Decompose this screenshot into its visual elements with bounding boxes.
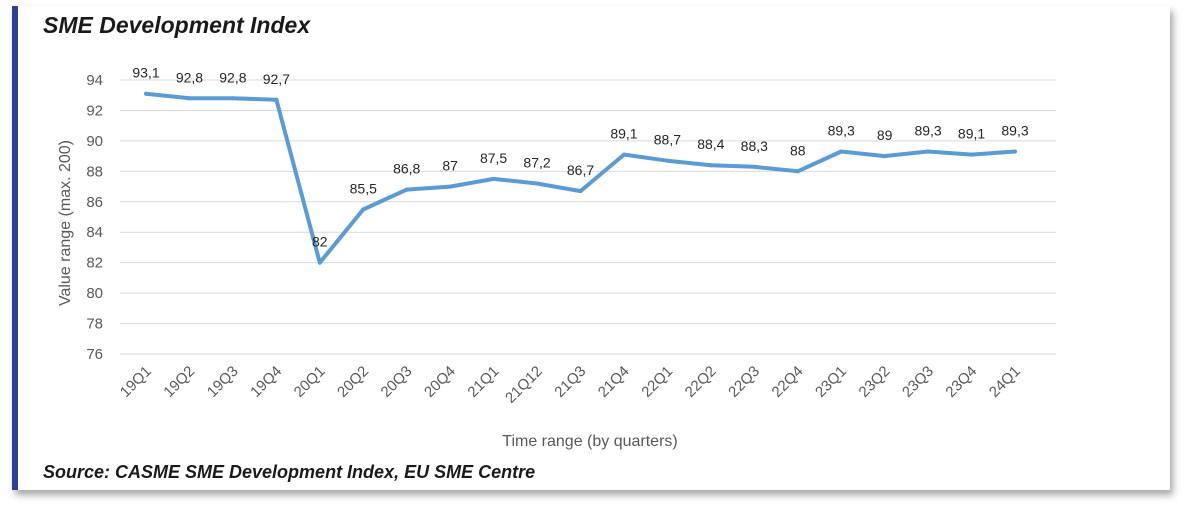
x-tick-label: 21Q1 (464, 363, 502, 401)
x-tick-label: 23Q1 (812, 363, 850, 401)
series-layer (144, 91, 1017, 265)
data-label: 89,3 (1001, 123, 1028, 139)
data-label: 86,7 (567, 162, 594, 178)
data-label: 87,2 (523, 155, 550, 171)
y-tick-label: 90 (86, 133, 103, 150)
data-label: 92,8 (219, 69, 246, 85)
data-point (361, 207, 366, 212)
y-tick-label: 92 (86, 102, 103, 119)
x-tick-label: 20Q2 (334, 363, 372, 401)
y-tick-label: 84 (86, 224, 103, 241)
data-point (491, 176, 496, 181)
data-label: 87 (442, 158, 458, 174)
data-label: 92,8 (176, 69, 203, 85)
data-label: 89,3 (828, 123, 855, 139)
data-label: 89,1 (958, 126, 985, 142)
data-point (144, 91, 148, 96)
x-tick-label: 23Q3 (899, 363, 937, 401)
series-line (144, 91, 1017, 265)
chart-title: SME Development Index (43, 12, 311, 38)
y-axis-title: Value range (max. 200) (57, 140, 74, 306)
data-label: 87,5 (480, 150, 507, 166)
data-label: 89,3 (914, 123, 941, 139)
data-point (708, 163, 713, 168)
x-tick-label: 21Q4 (595, 363, 633, 401)
data-point (274, 97, 279, 102)
data-point (665, 158, 670, 163)
x-tick-label: 22Q1 (638, 363, 676, 401)
x-tick-label: 20Q4 (421, 363, 459, 401)
accent-bar (12, 6, 18, 490)
data-point (230, 96, 235, 101)
x-tick-label: 22Q2 (682, 363, 720, 401)
y-tick-label: 76 (86, 346, 103, 363)
x-tick-label: 21Q3 (551, 363, 589, 401)
x-tick-label: 21Q12 (502, 363, 546, 407)
y-tick-label: 82 (86, 255, 103, 272)
x-tick-label: 19Q1 (117, 363, 155, 401)
data-point (1013, 149, 1017, 154)
data-point (752, 164, 757, 169)
data-label: 88,4 (697, 136, 724, 152)
y-axis-ticks: 76 78 80 82 84 86 88 90 92 94 (86, 72, 103, 363)
x-tick-label: 22Q4 (769, 363, 807, 401)
x-axis-title: Time range (by quarters) (502, 433, 677, 450)
x-tick-label: 20Q1 (291, 363, 329, 401)
data-label: 88,3 (741, 138, 768, 154)
data-point (404, 187, 409, 192)
data-point (621, 152, 626, 157)
x-tick-label: 19Q2 (160, 363, 198, 401)
x-tick-label: 24Q1 (986, 363, 1024, 401)
data-point (317, 260, 322, 265)
y-tick-label: 86 (86, 194, 103, 211)
y-tick-label: 80 (86, 285, 103, 302)
data-point (795, 169, 800, 174)
x-tick-label: 20Q3 (378, 363, 416, 401)
data-label: 85,5 (350, 180, 377, 196)
x-tick-label: 23Q2 (856, 363, 894, 401)
data-point (187, 96, 192, 101)
data-label: 89 (877, 127, 893, 143)
chart-card (12, 6, 1170, 490)
data-label: 92,7 (263, 71, 290, 87)
data-label: 86,8 (393, 161, 420, 177)
data-point (578, 189, 583, 194)
x-tick-label: 19Q4 (247, 363, 285, 401)
x-tick-label: 23Q4 (942, 363, 980, 401)
data-labels: 93,1 92,8 92,8 92,7 82 85,5 86,8 87 87,5 87,2 86,7… (132, 65, 1028, 250)
y-tick-label: 78 (86, 316, 103, 333)
gridlines (120, 79, 1056, 355)
x-tick-label: 22Q3 (725, 363, 763, 401)
chart-source: Source: CASME SME Development Index, EU … (43, 462, 536, 482)
y-tick-label: 88 (86, 163, 103, 180)
data-label: 82 (312, 234, 328, 250)
data-point (839, 149, 844, 154)
data-label: 88 (790, 142, 806, 158)
data-point (926, 149, 931, 154)
data-point (882, 154, 887, 159)
y-tick-label: 94 (86, 72, 103, 89)
x-tick-label: 19Q3 (204, 363, 242, 401)
data-point (535, 181, 540, 186)
data-point (448, 184, 453, 189)
data-label: 89,1 (610, 126, 637, 142)
data-label: 93,1 (132, 65, 159, 81)
data-point (969, 152, 974, 157)
data-label: 88,7 (654, 132, 681, 148)
x-axis-ticks: 19Q1 19Q2 19Q3 19Q4 20Q1 20Q2 20Q3 20Q4 21Q1 21Q1… (117, 363, 1024, 407)
